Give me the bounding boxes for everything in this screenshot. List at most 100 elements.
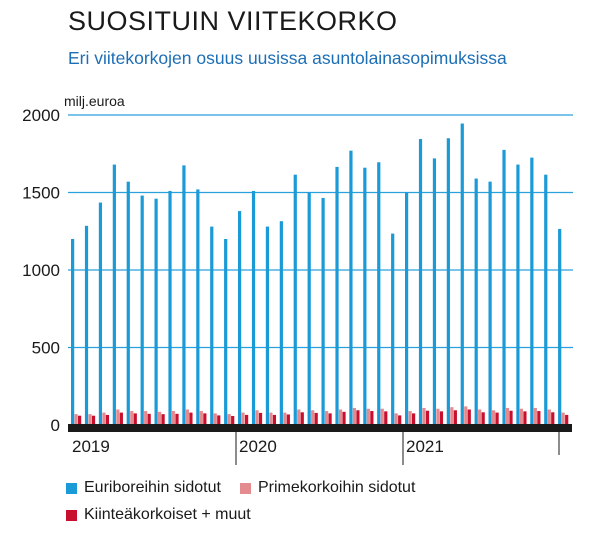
legend-item-fixed: Kiinteäkorkoiset + muut bbox=[66, 506, 251, 524]
bar-euribor bbox=[460, 123, 464, 426]
bar-fixed bbox=[231, 416, 235, 425]
bar-prime bbox=[436, 408, 440, 425]
bar-euribor bbox=[418, 139, 423, 425]
bar-euribor bbox=[321, 197, 325, 425]
bar-euribor bbox=[307, 192, 311, 425]
bar-prime bbox=[464, 406, 468, 425]
bar-fixed bbox=[565, 414, 569, 425]
bar-prime bbox=[519, 408, 524, 425]
chart-subtitle: Eri viitekorkojen osuus uusissa asuntola… bbox=[68, 48, 507, 68]
chart-title: SUOSITUIN VIITEKORKO bbox=[68, 6, 398, 36]
y-tick-label: 1500 bbox=[22, 184, 60, 203]
bar-prime bbox=[408, 411, 412, 425]
bar-prime bbox=[283, 412, 287, 425]
bar-prime bbox=[297, 409, 301, 425]
bar-prime bbox=[492, 410, 496, 425]
y-tick-label: 1000 bbox=[22, 261, 60, 280]
bar-fixed bbox=[314, 412, 318, 425]
bar-prime bbox=[422, 407, 426, 425]
bar-euribor bbox=[265, 226, 270, 425]
bar-fixed bbox=[133, 413, 137, 425]
bar-prime bbox=[102, 412, 106, 425]
bar-prime bbox=[394, 413, 398, 425]
year-label: 2019 bbox=[72, 437, 110, 456]
bar-fixed bbox=[203, 413, 207, 425]
bar-prime bbox=[227, 414, 231, 425]
bar-euribor bbox=[224, 239, 228, 425]
bar-euribor bbox=[544, 174, 548, 425]
bar-prime bbox=[505, 407, 510, 425]
bar-euribor bbox=[196, 189, 200, 425]
bar-euribor bbox=[405, 192, 409, 425]
x-axis-baseline bbox=[68, 424, 572, 432]
y-axis-label: milj.euroa bbox=[64, 93, 125, 109]
bar-prime bbox=[311, 410, 315, 425]
bar-prime bbox=[213, 413, 217, 425]
bar-fixed bbox=[189, 412, 193, 425]
bar-fixed bbox=[398, 415, 402, 425]
bar-euribor bbox=[377, 162, 381, 425]
bar-euribor bbox=[446, 138, 450, 425]
bar-fixed bbox=[328, 413, 332, 425]
bar-euribor bbox=[98, 202, 103, 425]
bar-prime bbox=[144, 411, 148, 425]
bar-euribor bbox=[432, 158, 437, 425]
bar-prime bbox=[88, 414, 92, 425]
bar-prime bbox=[478, 409, 482, 425]
bar-prime bbox=[74, 414, 78, 425]
bar-euribor bbox=[168, 190, 172, 425]
bar-prime bbox=[241, 412, 245, 425]
bar-prime bbox=[269, 412, 273, 425]
bar-fixed bbox=[356, 410, 360, 425]
legend-item-euribor: Euriboreihin sidotut bbox=[66, 479, 221, 497]
bar-prime bbox=[185, 409, 190, 425]
bar-euribor bbox=[279, 221, 283, 425]
bar-fixed bbox=[495, 412, 499, 425]
bar-prime bbox=[171, 411, 176, 425]
bar-euribor bbox=[558, 228, 562, 425]
bar-fixed bbox=[551, 412, 555, 425]
bar-euribor bbox=[251, 190, 256, 425]
bar-euribor bbox=[474, 178, 478, 425]
bar-prime bbox=[352, 407, 357, 425]
bar-prime bbox=[533, 407, 537, 425]
bar-euribor bbox=[154, 198, 158, 425]
y-tick-label: 500 bbox=[32, 339, 60, 358]
bar-euribor bbox=[516, 164, 520, 425]
bar-euribor bbox=[112, 164, 116, 425]
bar-fixed bbox=[453, 410, 457, 425]
bar-prime bbox=[158, 411, 162, 425]
bar-fixed bbox=[342, 411, 346, 425]
bar-prime bbox=[325, 411, 329, 425]
bar-euribor bbox=[210, 226, 214, 425]
bar-prime bbox=[561, 412, 565, 425]
bar-euribor bbox=[140, 195, 144, 425]
bar-fixed bbox=[467, 409, 471, 425]
bar-euribor bbox=[84, 225, 89, 425]
bar-fixed bbox=[161, 414, 165, 425]
bar-fixed bbox=[175, 413, 179, 425]
legend-label-euribor: Euriboreihin sidotut bbox=[84, 479, 221, 496]
bar-fixed bbox=[286, 414, 290, 425]
bar-fixed bbox=[245, 414, 249, 425]
bar-euribor bbox=[335, 166, 339, 426]
bar-fixed bbox=[537, 411, 541, 425]
bar-fixed bbox=[91, 415, 96, 425]
bar-euribor bbox=[126, 181, 130, 425]
bar-euribor bbox=[488, 181, 492, 425]
bar-prime bbox=[366, 408, 370, 425]
bar-prime bbox=[380, 408, 384, 425]
bar-euribor bbox=[391, 233, 395, 425]
bar-euribor bbox=[293, 174, 297, 425]
legend-swatch-euribor bbox=[66, 482, 77, 494]
legend-swatch-fixed bbox=[66, 509, 77, 521]
legend-swatch-prime bbox=[240, 482, 251, 494]
legend-item-prime: Primekorkoihin sidotut bbox=[240, 479, 415, 497]
bar-euribor bbox=[363, 167, 367, 425]
year-label: 2021 bbox=[406, 437, 444, 456]
bar-fixed bbox=[384, 411, 388, 425]
bar-fixed bbox=[439, 411, 444, 425]
bar-fixed bbox=[412, 413, 416, 425]
bar-fixed bbox=[258, 412, 263, 425]
bar-fixed bbox=[425, 410, 430, 425]
